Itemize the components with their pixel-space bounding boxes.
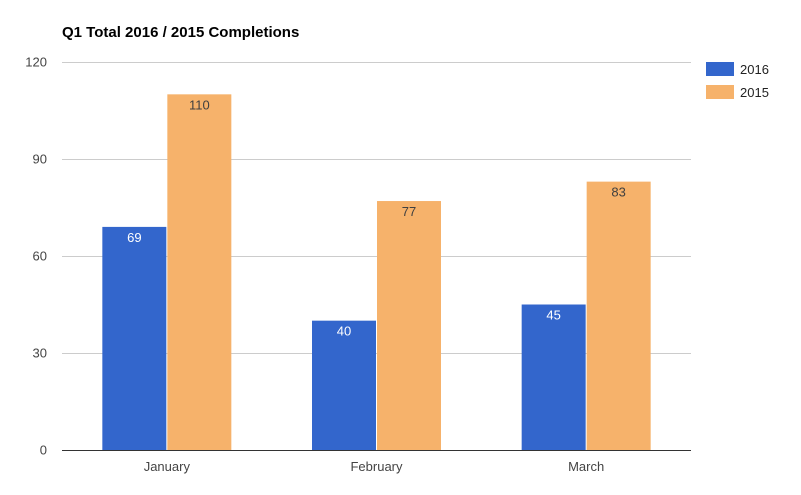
x-tick-label: January: [144, 459, 191, 474]
x-tick-label: February: [350, 459, 403, 474]
data-label: 45: [546, 308, 560, 323]
legend-label: 2015: [740, 85, 769, 100]
bar-2015-january: [167, 94, 232, 450]
y-tick-label: 60: [33, 249, 47, 264]
legend-label: 2016: [740, 62, 769, 77]
x-axis-ticks: January February March: [144, 459, 605, 474]
data-label: 40: [337, 324, 351, 339]
legend-swatch-2015: [706, 85, 734, 99]
y-tick-label: 30: [33, 346, 47, 361]
y-tick-label: 0: [40, 443, 47, 458]
data-labels: 69 110 40 77 45 83: [127, 97, 626, 338]
gridlines: [62, 62, 691, 354]
data-label: 77: [402, 204, 416, 219]
legend-swatch-2016: [706, 62, 734, 76]
bar-2016-march: [521, 304, 586, 450]
bar-2016-february: [312, 320, 376, 450]
data-label: 110: [189, 97, 210, 112]
bar-2015-february: [377, 201, 441, 450]
chart-title: Q1 Total 2016 / 2015 Completions: [62, 24, 299, 41]
y-tick-label: 120: [25, 55, 47, 70]
bar-2015-march: [586, 181, 651, 450]
bars: [102, 94, 651, 450]
bar-2016-january: [102, 226, 167, 450]
x-tick-label: March: [568, 459, 604, 474]
data-label: 69: [127, 230, 141, 245]
y-tick-label: 90: [33, 152, 47, 167]
y-axis-ticks: 0 30 60 90 120: [25, 55, 47, 458]
legend: 2016 2015: [706, 62, 769, 100]
data-label: 83: [611, 185, 625, 200]
